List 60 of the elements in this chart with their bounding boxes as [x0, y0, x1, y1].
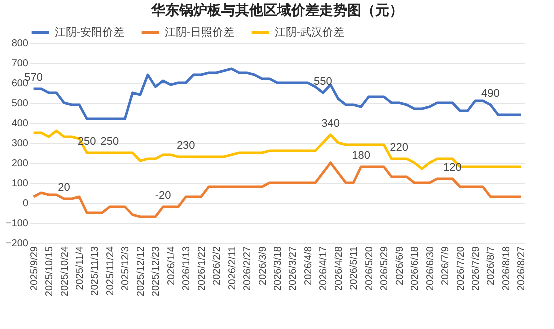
x-tick-label: 2026/5/20	[364, 246, 376, 291]
y-tick-label: −100	[6, 218, 29, 230]
data-label: 340	[322, 118, 340, 130]
x-tick-label: 2025/9/29	[29, 246, 40, 291]
x-tick-label: 2026/1/13	[182, 246, 193, 291]
x-tick-label: 2026/6/30	[425, 246, 436, 291]
y-tick-label: −200	[6, 238, 29, 250]
legend-label: 江阴-日照价差	[165, 26, 235, 39]
data-label: 550	[314, 76, 332, 88]
x-tick-label: 2026/6/9	[394, 246, 406, 286]
x-tick-label: 2025/12/23	[151, 246, 162, 297]
data-label: -20	[155, 190, 172, 202]
data-label: 250	[100, 136, 120, 148]
x-tick-label: 2026/2/11	[227, 246, 238, 290]
data-label: 20	[58, 182, 70, 194]
y-tick-label: 300	[12, 138, 29, 150]
line-series	[32, 130, 522, 170]
x-tick-label: 2025/10/24	[60, 246, 71, 297]
x-tick-label: 2026/6/18	[410, 246, 422, 291]
x-tick-label: 2026/8/18	[501, 246, 512, 291]
x-tick-label: 2026/7/29	[471, 246, 482, 291]
y-tick-label: 500	[12, 98, 29, 110]
x-tick-label: 2026/1/22	[196, 246, 208, 291]
x-tick-label: 2026/3/27	[288, 246, 300, 291]
x-tick-label: 2026/7/9	[440, 246, 452, 286]
y-tick-label: 700	[12, 58, 29, 70]
x-tick-label: 2026/2/2	[212, 246, 224, 286]
x-tick-label: 2026/3/9	[258, 246, 269, 286]
x-tick-label: 2025/12/12	[136, 246, 147, 297]
x-tick-label: 2026/7/20	[456, 246, 467, 291]
data-label: 180	[352, 150, 370, 162]
data-label: 230	[176, 140, 196, 152]
x-tick-label: 2025/11/24	[105, 246, 116, 296]
y-tick-label: 400	[12, 118, 29, 130]
x-tick-label: 2026/5/29	[380, 246, 391, 291]
chart-title: 华东锅炉板与其他区域价差走势图（元）	[150, 2, 404, 19]
data-label: 120	[443, 162, 462, 174]
x-tick-label: 2026/8/27	[516, 246, 528, 291]
x-tick-label: 2025/11/13	[90, 246, 102, 296]
data-label: 220	[390, 142, 409, 154]
legend-label: 江阴-安阳价差	[55, 26, 125, 39]
x-tick-label: 2026/4/28	[334, 246, 345, 291]
x-tick-label: 2025/10/15	[44, 246, 56, 297]
y-tick-label: 100	[12, 178, 29, 190]
line-series	[32, 162, 522, 218]
x-tick-label: 2026/3/18	[273, 246, 284, 291]
x-tick-label: 2025/12/3	[120, 246, 132, 291]
legend-label: 江阴-武汉价差	[275, 26, 345, 39]
y-tick-label: 200	[12, 158, 29, 170]
data-label: 490	[482, 88, 500, 100]
x-tick-label: 2026/4/8	[303, 246, 314, 286]
x-tick-label: 2026/1/4	[166, 246, 178, 286]
y-tick-label: 800	[12, 38, 29, 50]
y-tick-label: 0	[22, 198, 29, 210]
x-tick-label: 2026/2/27	[242, 246, 254, 291]
x-tick-label: 2026/4/17	[318, 246, 330, 291]
x-tick-label: 2026/5/11	[349, 246, 360, 290]
x-tick-label: 2025/11/4	[75, 246, 86, 290]
y-tick-label: 600	[12, 78, 29, 90]
x-tick-label: 2026/8/7	[486, 246, 498, 286]
